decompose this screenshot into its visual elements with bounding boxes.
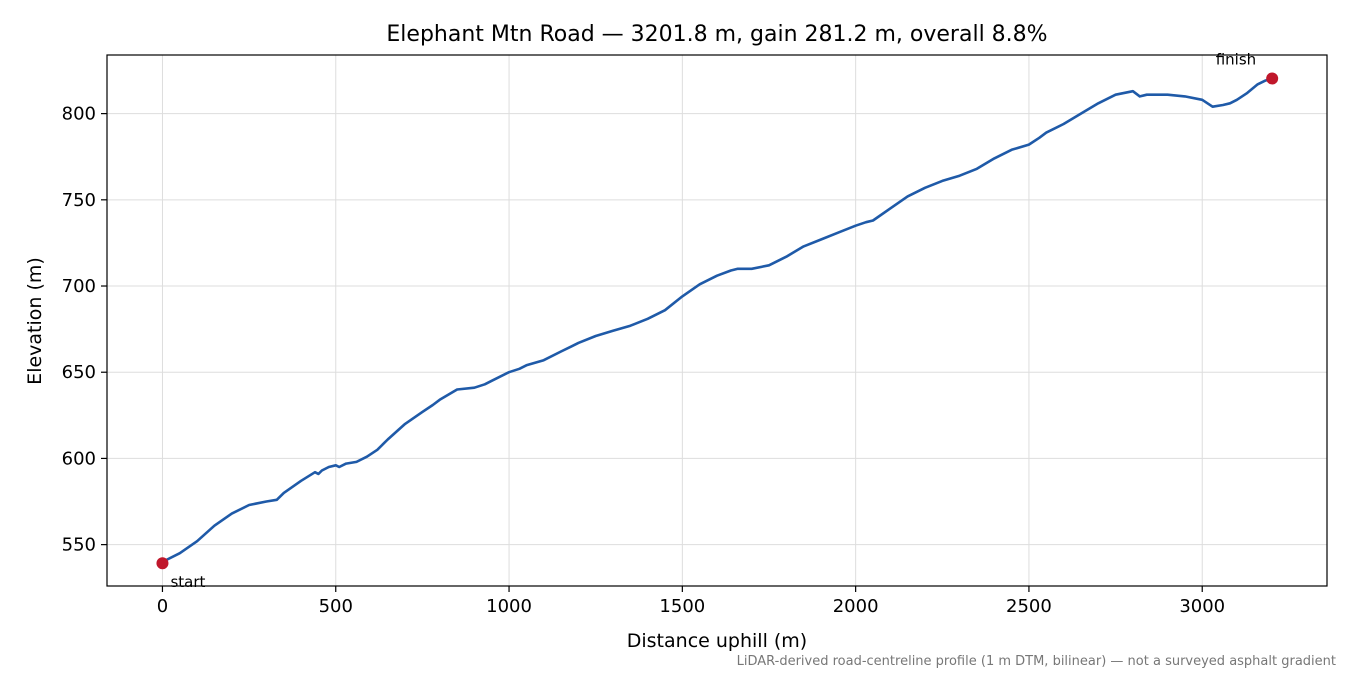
x-tick-label: 2500 bbox=[1006, 596, 1052, 617]
endpoint-markers: start finish bbox=[156, 50, 1279, 591]
finish-label: finish bbox=[1216, 50, 1256, 68]
y-axis-label: Elevation (m) bbox=[24, 257, 46, 385]
x-tick-label: 1000 bbox=[486, 596, 532, 617]
x-tick-label: 1500 bbox=[659, 596, 705, 617]
footnote-caption: LiDAR-derived road-centreline profile (1… bbox=[737, 654, 1336, 669]
chart-title: Elephant Mtn Road — 3201.8 m, gain 281.2… bbox=[386, 22, 1047, 47]
start-label: start bbox=[170, 573, 205, 591]
y-tick-label: 750 bbox=[62, 190, 96, 211]
x-tick-label: 3000 bbox=[1179, 596, 1225, 617]
grid-lines bbox=[107, 55, 1327, 586]
y-tick-label: 600 bbox=[62, 448, 96, 469]
plot-frame bbox=[106, 54, 1328, 587]
start-marker bbox=[156, 557, 169, 570]
y-tick-label: 700 bbox=[62, 276, 96, 297]
finish-marker bbox=[1266, 72, 1279, 85]
x-axis-label: Distance uphill (m) bbox=[627, 630, 807, 652]
y-tick-label: 550 bbox=[62, 535, 96, 556]
x-axis-ticks: 0 500 1000 1500 2000 2500 3000 bbox=[157, 586, 1225, 617]
y-axis-ticks: 550 600 650 700 750 800 bbox=[62, 104, 107, 556]
elevation-series-line bbox=[161, 77, 1273, 564]
x-tick-label: 2000 bbox=[833, 596, 879, 617]
x-tick-label: 500 bbox=[319, 596, 353, 617]
y-tick-label: 650 bbox=[62, 362, 96, 383]
y-tick-label: 800 bbox=[62, 104, 96, 125]
x-tick-label: 0 bbox=[157, 596, 168, 617]
